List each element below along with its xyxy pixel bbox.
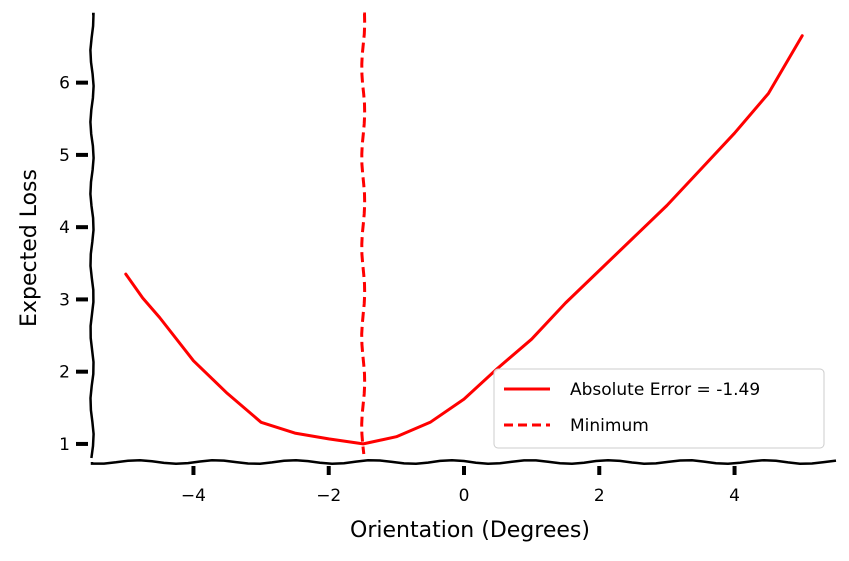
x-tick-label: 2 (594, 486, 605, 506)
minimum-vline-0 (360, 12, 367, 455)
y-tick-label: 5 (59, 146, 70, 166)
y-tick-label: 4 (59, 218, 70, 238)
legend-entry-series: Absolute Error = -1.49 (570, 380, 760, 400)
y-axis-line (89, 12, 95, 459)
legend: Absolute Error = -1.49 Minimum (493, 368, 825, 449)
y-tick-label: 1 (59, 435, 70, 455)
series-line-0 (124, 34, 804, 446)
ticks: −4 −2 0 2 4 1 2 3 4 5 6 (59, 74, 740, 506)
legend-box (493, 368, 825, 449)
plot-area (124, 12, 804, 455)
x-axis-line (90, 458, 837, 466)
y-tick-label: 3 (59, 290, 70, 310)
x-axis-label: Orientation (Degrees) (350, 518, 590, 543)
x-tick-label: 0 (459, 486, 470, 506)
legend-entry-minimum: Minimum (570, 416, 649, 436)
y-tick-label: 6 (59, 74, 70, 94)
x-tick-label: −4 (181, 486, 206, 506)
x-tick-label: 4 (729, 486, 740, 506)
y-axis-label: Expected Loss (17, 169, 42, 327)
y-tick-label: 2 (59, 363, 70, 383)
x-tick-label: −2 (316, 486, 341, 506)
axes (89, 12, 837, 466)
